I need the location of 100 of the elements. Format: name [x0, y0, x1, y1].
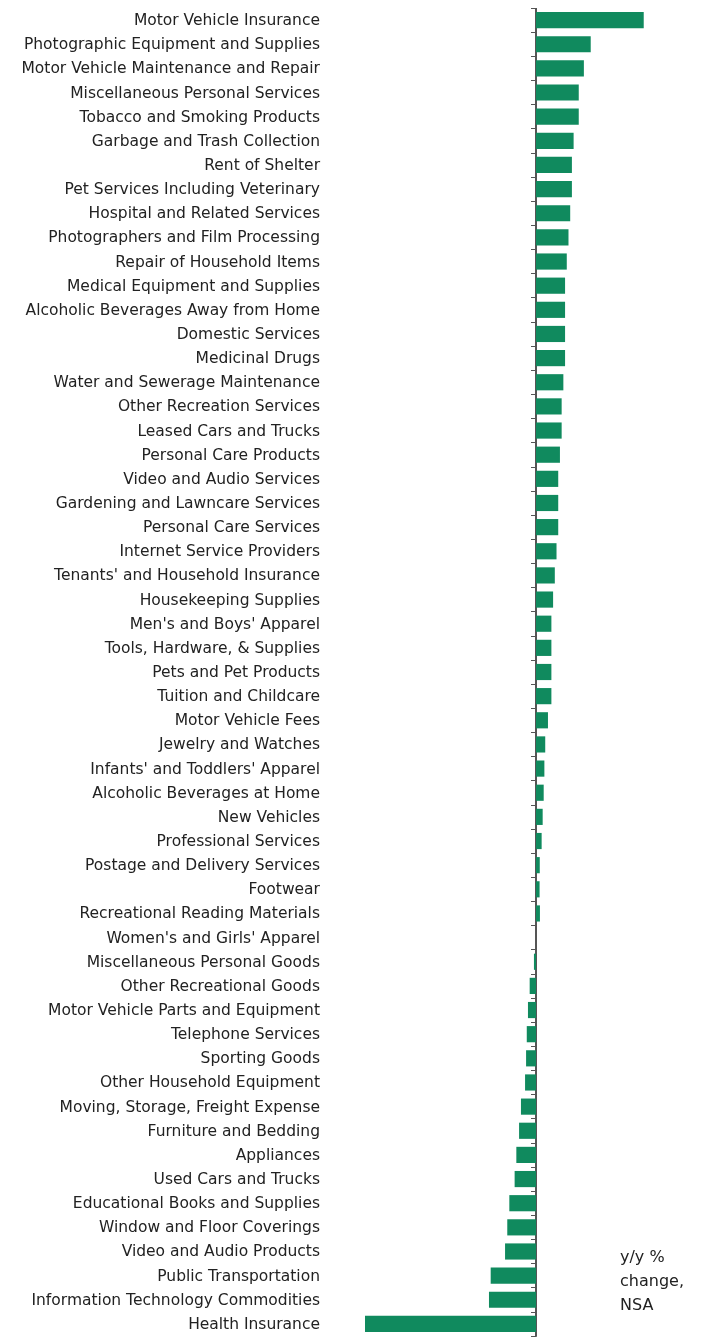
bar: [526, 1026, 536, 1043]
y-tick-label: Educational Books and Supplies: [72, 1194, 320, 1213]
bar: [536, 639, 552, 656]
bar: [536, 712, 548, 729]
y-tick-label: Moving, Storage, Freight Expense: [59, 1097, 320, 1116]
bar: [536, 374, 564, 391]
y-tick-label: Medical Equipment and Supplies: [66, 276, 320, 295]
bar: [536, 325, 566, 343]
bar: [536, 905, 540, 922]
bar: [514, 1170, 536, 1188]
y-tick-label: Photographic Equipment and Supplies: [23, 35, 320, 54]
y-tick-label: Health Insurance: [188, 1314, 320, 1333]
bar: [536, 591, 554, 608]
bar: [536, 470, 559, 487]
bar: [536, 398, 562, 415]
y-tick-label: Medicinal Drugs: [195, 349, 320, 368]
y-tick-label: Women's and Girls' Apparel: [106, 928, 320, 947]
y-tick-label: Men's and Boys' Apparel: [129, 614, 320, 633]
bar: [536, 301, 566, 318]
y-tick-label: Rent of Shelter: [204, 155, 321, 174]
y-tick-label: Tuition and Childcare: [156, 687, 320, 706]
bar: [519, 1122, 536, 1139]
bar: [536, 181, 572, 198]
y-tick-label: Infants' and Toddlers' Apparel: [90, 759, 320, 778]
y-tick-label: Pet Services Including Veterinary: [64, 180, 320, 199]
bar: [536, 132, 574, 149]
y-tick-label: Motor Vehicle Parts and Equipment: [48, 1001, 320, 1020]
bar: [536, 446, 560, 463]
bar: [536, 615, 552, 632]
bar: [536, 567, 555, 584]
bar: [536, 519, 559, 536]
y-tick-label: Window and Floor Coverings: [98, 1218, 320, 1237]
y-tick-label: Professional Services: [156, 832, 320, 851]
y-tick-label: Photographers and Film Processing: [48, 228, 320, 247]
y-tick-label: Garbage and Trash Collection: [91, 131, 320, 150]
y-tick-label: Postage and Delivery Services: [85, 856, 320, 875]
bar: [509, 1195, 536, 1212]
y-tick-label: Tools, Hardware, & Supplies: [103, 638, 320, 657]
y-tick-label: Furniture and Bedding: [147, 1121, 320, 1140]
y-tick-label: Miscellaneous Personal Services: [70, 83, 320, 102]
y-tick-label: Motor Vehicle Insurance: [133, 11, 320, 30]
bar: [533, 953, 536, 970]
bar: [526, 1050, 536, 1067]
y-tick-label: Hospital and Related Services: [88, 204, 320, 223]
bar: [505, 1243, 536, 1260]
y-tick-label: Water and Sewerage Maintenance: [53, 373, 320, 392]
y-tick-label: Motor Vehicle Fees: [174, 711, 320, 730]
y-tick-label: Tobacco and Smoking Products: [78, 107, 320, 126]
bar: [536, 688, 552, 705]
bar: [520, 1098, 536, 1115]
y-tick-label: Alcoholic Beverages at Home: [92, 783, 320, 802]
bar: [536, 663, 552, 681]
y-tick-label: Leased Cars and Trucks: [137, 421, 320, 440]
y-tick-label: Personal Care Products: [141, 445, 320, 464]
bar: [536, 832, 542, 850]
y-tick-label: New Vehicles: [217, 807, 320, 826]
y-tick-label: Pets and Pet Products: [152, 663, 320, 681]
y-tick-label: Other Recreational Goods: [120, 976, 320, 995]
y-tick-label: Motor Vehicle Maintenance and Repair: [21, 59, 321, 78]
bar: [488, 1291, 536, 1308]
y-tick-label: Public Transportation: [157, 1266, 320, 1285]
y-tick-label: Alcoholic Beverages Away from Home: [25, 300, 320, 319]
y-tick-label: Gardening and Lawncare Services: [55, 493, 320, 512]
y-tick-label: Other Household Equipment: [99, 1073, 320, 1092]
y-tick-label: Used Cars and Trucks: [153, 1170, 320, 1189]
bar: [536, 60, 584, 77]
y-tick-label: Sporting Goods: [200, 1049, 320, 1068]
bar: [536, 229, 569, 246]
bar: [507, 1219, 536, 1236]
bar: [536, 277, 566, 294]
bar: [536, 205, 571, 222]
bar: [536, 36, 591, 53]
bar: [536, 11, 644, 29]
bar: [527, 1001, 536, 1019]
y-tick-label: Telephone Services: [169, 1025, 320, 1044]
y-tick-label: Footwear: [248, 880, 321, 899]
bar: [536, 108, 579, 125]
bar: [490, 1267, 536, 1284]
bar: [536, 736, 546, 753]
bar: [536, 156, 572, 174]
bar: [536, 84, 579, 101]
bar: [525, 1074, 536, 1091]
y-tick-label: Video and Audio Services: [123, 469, 320, 488]
bar: [516, 1146, 536, 1163]
bar: [536, 422, 562, 439]
bar: [536, 784, 544, 801]
y-tick-label: Housekeeping Supplies: [139, 590, 320, 609]
y-tick-label: Appliances: [235, 1145, 320, 1164]
x-axis-title: y/y % change, NSA: [620, 1246, 690, 1314]
y-tick-label: Miscellaneous Personal Goods: [86, 952, 320, 971]
y-tick-label: Jewelry and Watches: [157, 735, 320, 754]
y-tick-label: Internet Service Providers: [119, 542, 320, 561]
bar: [536, 857, 540, 874]
bar: [536, 494, 559, 512]
y-tick-label: Recreational Reading Materials: [79, 904, 320, 923]
y-tick-label: Information Technology Commodities: [31, 1290, 320, 1309]
bar: [536, 253, 567, 270]
y-tick-label: Video and Audio Products: [121, 1242, 320, 1261]
y-tick-label: Repair of Household Items: [115, 252, 320, 271]
bar: [536, 760, 545, 777]
